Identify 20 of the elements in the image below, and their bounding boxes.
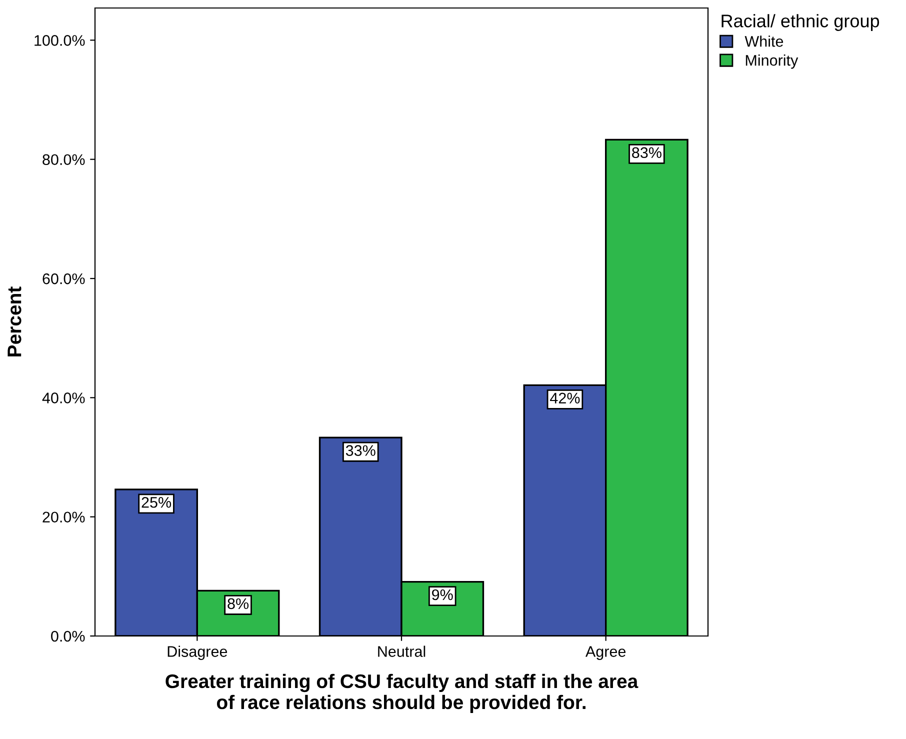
x-tick-label: Disagree — [168, 646, 228, 660]
data-label: 83% — [632, 147, 662, 158]
data-label: 8% — [228, 598, 249, 610]
legend-label: White — [744, 36, 784, 47]
x-tick-label: Agree — [585, 646, 626, 660]
y-tick-label: 0.0% — [51, 630, 85, 642]
legend-label: Minority — [746, 54, 798, 69]
x-tick-label: Neutral — [378, 646, 426, 657]
y-tick-label: 80.0% — [42, 154, 85, 166]
y-axis-title: Percent — [8, 286, 22, 356]
y-tick-label: 20.0% — [42, 512, 85, 523]
y-tick-label: 60.0% — [42, 273, 85, 284]
x-axis-title: Greater training of CSU faculty and staff in the area of race relations should be provided for. — [166, 674, 638, 714]
data-label: 42% — [550, 392, 580, 404]
data-label: 25% — [142, 496, 172, 508]
y-tick-label: 100.0% — [34, 35, 85, 46]
data-label: 9% — [432, 589, 453, 600]
y-tick-label: 40.0% — [42, 392, 85, 404]
legend-title: Racial/ ethnic group — [722, 14, 880, 31]
data-label: 33% — [346, 445, 376, 456]
